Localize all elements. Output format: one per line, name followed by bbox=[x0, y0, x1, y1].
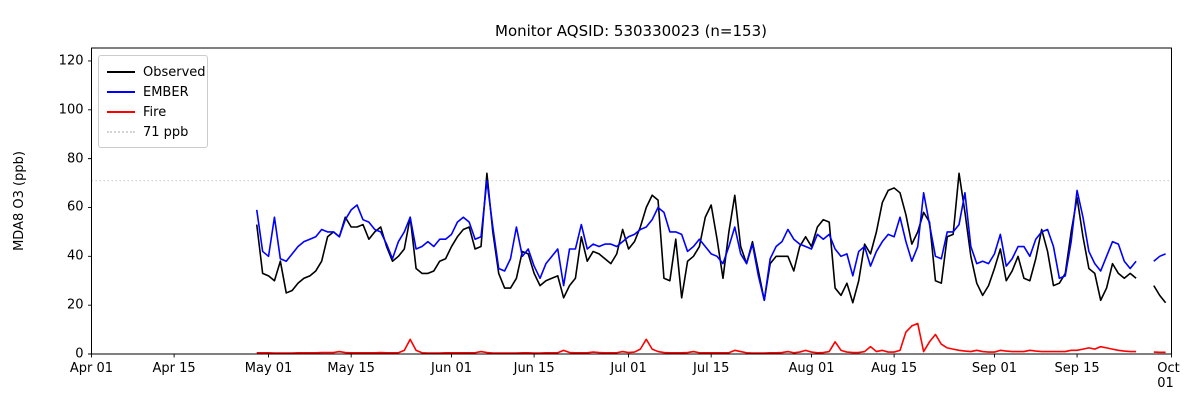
legend-item-ember: EMBER bbox=[107, 82, 199, 102]
y-tick-label: 120 bbox=[58, 53, 84, 69]
y-tick-label: 20 bbox=[66, 297, 84, 313]
legend-label: Observed bbox=[143, 64, 206, 80]
x-tick-label: Jun 15 bbox=[513, 361, 555, 376]
x-tick-label: Aug 15 bbox=[871, 361, 918, 376]
x-tick-label: May 15 bbox=[327, 361, 375, 376]
x-tick-label: Oct 01 bbox=[1157, 361, 1180, 391]
x-tick-label: May 01 bbox=[244, 361, 293, 376]
threshold-line-swatch bbox=[107, 131, 135, 133]
legend-item-threshold: 71 ppb bbox=[107, 122, 199, 142]
x-tick-label: Apr 01 bbox=[69, 361, 114, 376]
fire-line-swatch bbox=[107, 111, 135, 113]
y-axis-label: MDA8 O3 (ppb) bbox=[12, 151, 27, 251]
x-tick-label: Apr 15 bbox=[152, 361, 196, 376]
legend-label: EMBER bbox=[143, 84, 189, 100]
y-tick-label: 100 bbox=[58, 102, 84, 118]
x-tick-label: Jun 01 bbox=[431, 361, 472, 376]
y-tick-label: 0 bbox=[75, 346, 84, 362]
y-tick-label: 80 bbox=[66, 151, 84, 167]
legend-label: 71 ppb bbox=[143, 124, 189, 140]
ember-line-swatch bbox=[107, 91, 135, 93]
legend-item-observed: Observed bbox=[107, 62, 206, 82]
x-tick-label: Jul 15 bbox=[692, 361, 730, 376]
y-tick-label: 40 bbox=[66, 248, 84, 264]
x-tick-label: Jul 01 bbox=[610, 361, 647, 376]
observed-line-swatch bbox=[107, 71, 135, 73]
chart-title: Monitor AQSID: 530330023 (n=153) bbox=[495, 22, 767, 40]
chart-legend: Observed EMBER Fire 71 ppb bbox=[98, 55, 208, 148]
x-tick-label: Aug 01 bbox=[788, 361, 835, 376]
legend-item-fire: Fire bbox=[107, 102, 199, 122]
legend-label: Fire bbox=[143, 104, 167, 120]
x-tick-label: Sep 15 bbox=[1054, 361, 1100, 376]
y-tick-label: 60 bbox=[66, 199, 84, 215]
x-tick-label: Sep 01 bbox=[971, 361, 1018, 376]
